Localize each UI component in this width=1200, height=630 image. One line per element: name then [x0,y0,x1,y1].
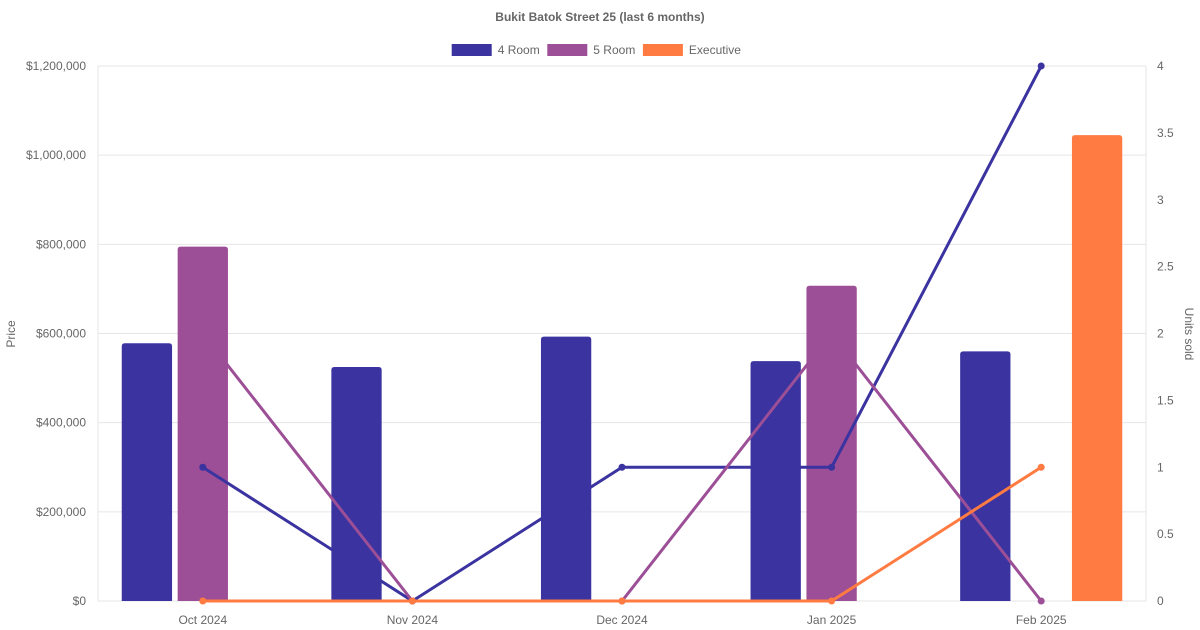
bar [1071,135,1123,601]
bar [750,361,801,601]
bar [177,246,228,601]
left-tick-label: $600,000 [36,327,86,341]
right-tick-label: 3 [1157,193,1164,207]
x-tick-label: Jan 2025 [807,613,857,627]
units-point [408,597,416,605]
x-tick-label: Nov 2024 [387,613,439,627]
bar [960,351,1011,601]
units-point [828,597,836,605]
units-point [828,330,836,337]
legend: 4 Room 5 Room Executive [451,43,741,57]
legend-swatch [642,44,683,56]
left-tick-label: $0 [73,594,87,608]
right-tick-label: 1 [1157,460,1164,474]
x-tick-label: Feb 2025 [1016,613,1067,627]
bars [121,135,1123,601]
units-point [828,463,836,471]
units-point [199,330,207,337]
units-point [199,597,207,605]
units-point [1037,463,1045,471]
left-tick-label: $800,000 [36,237,86,251]
unit-lines [199,62,1045,605]
units-point [618,463,626,471]
legend-swatch [547,44,588,56]
legend-label: 4 Room [498,43,540,57]
chart-title: Bukit Batok Street 25 (last 6 months) [495,10,704,24]
bar [540,336,592,601]
units-point [1037,62,1045,70]
left-axis: $0 $200,000 $400,000 $600,000 $800,000 $1,000… [26,59,86,608]
right-tick-label: 2 [1157,327,1164,341]
right-tick-label: 0 [1157,594,1164,608]
left-tick-label: $400,000 [36,416,86,430]
right-axis: 0 0.5 1 1.5 2 2.5 3 3.5 4 [1157,59,1174,608]
x-axis: Oct 2024 Nov 2024 Dec 2024 Jan 2025 Feb 2025 [178,613,1066,627]
bar [806,285,857,601]
units-point [1037,597,1045,605]
legend-swatch [451,44,492,56]
units-point [618,597,626,605]
right-axis-title: Units sold [1182,308,1196,361]
units-line [202,465,1043,603]
units-point [199,463,207,471]
legend-label: 5 Room [593,43,635,57]
bar [121,343,173,601]
right-tick-label: 4 [1157,59,1164,73]
bar [331,366,382,601]
x-tick-label: Dec 2024 [596,613,648,627]
right-tick-label: 3.5 [1157,126,1174,140]
right-tick-label: 0.5 [1157,527,1174,541]
legend-label: Executive [689,43,741,57]
x-tick-label: Oct 2024 [178,613,227,627]
right-tick-label: 1.5 [1157,393,1174,407]
left-tick-label: $200,000 [36,505,86,519]
left-tick-label: $1,000,000 [26,148,86,162]
right-tick-label: 2.5 [1157,260,1174,274]
left-tick-label: $1,200,000 [26,59,86,73]
left-axis-title: Price [4,320,18,348]
